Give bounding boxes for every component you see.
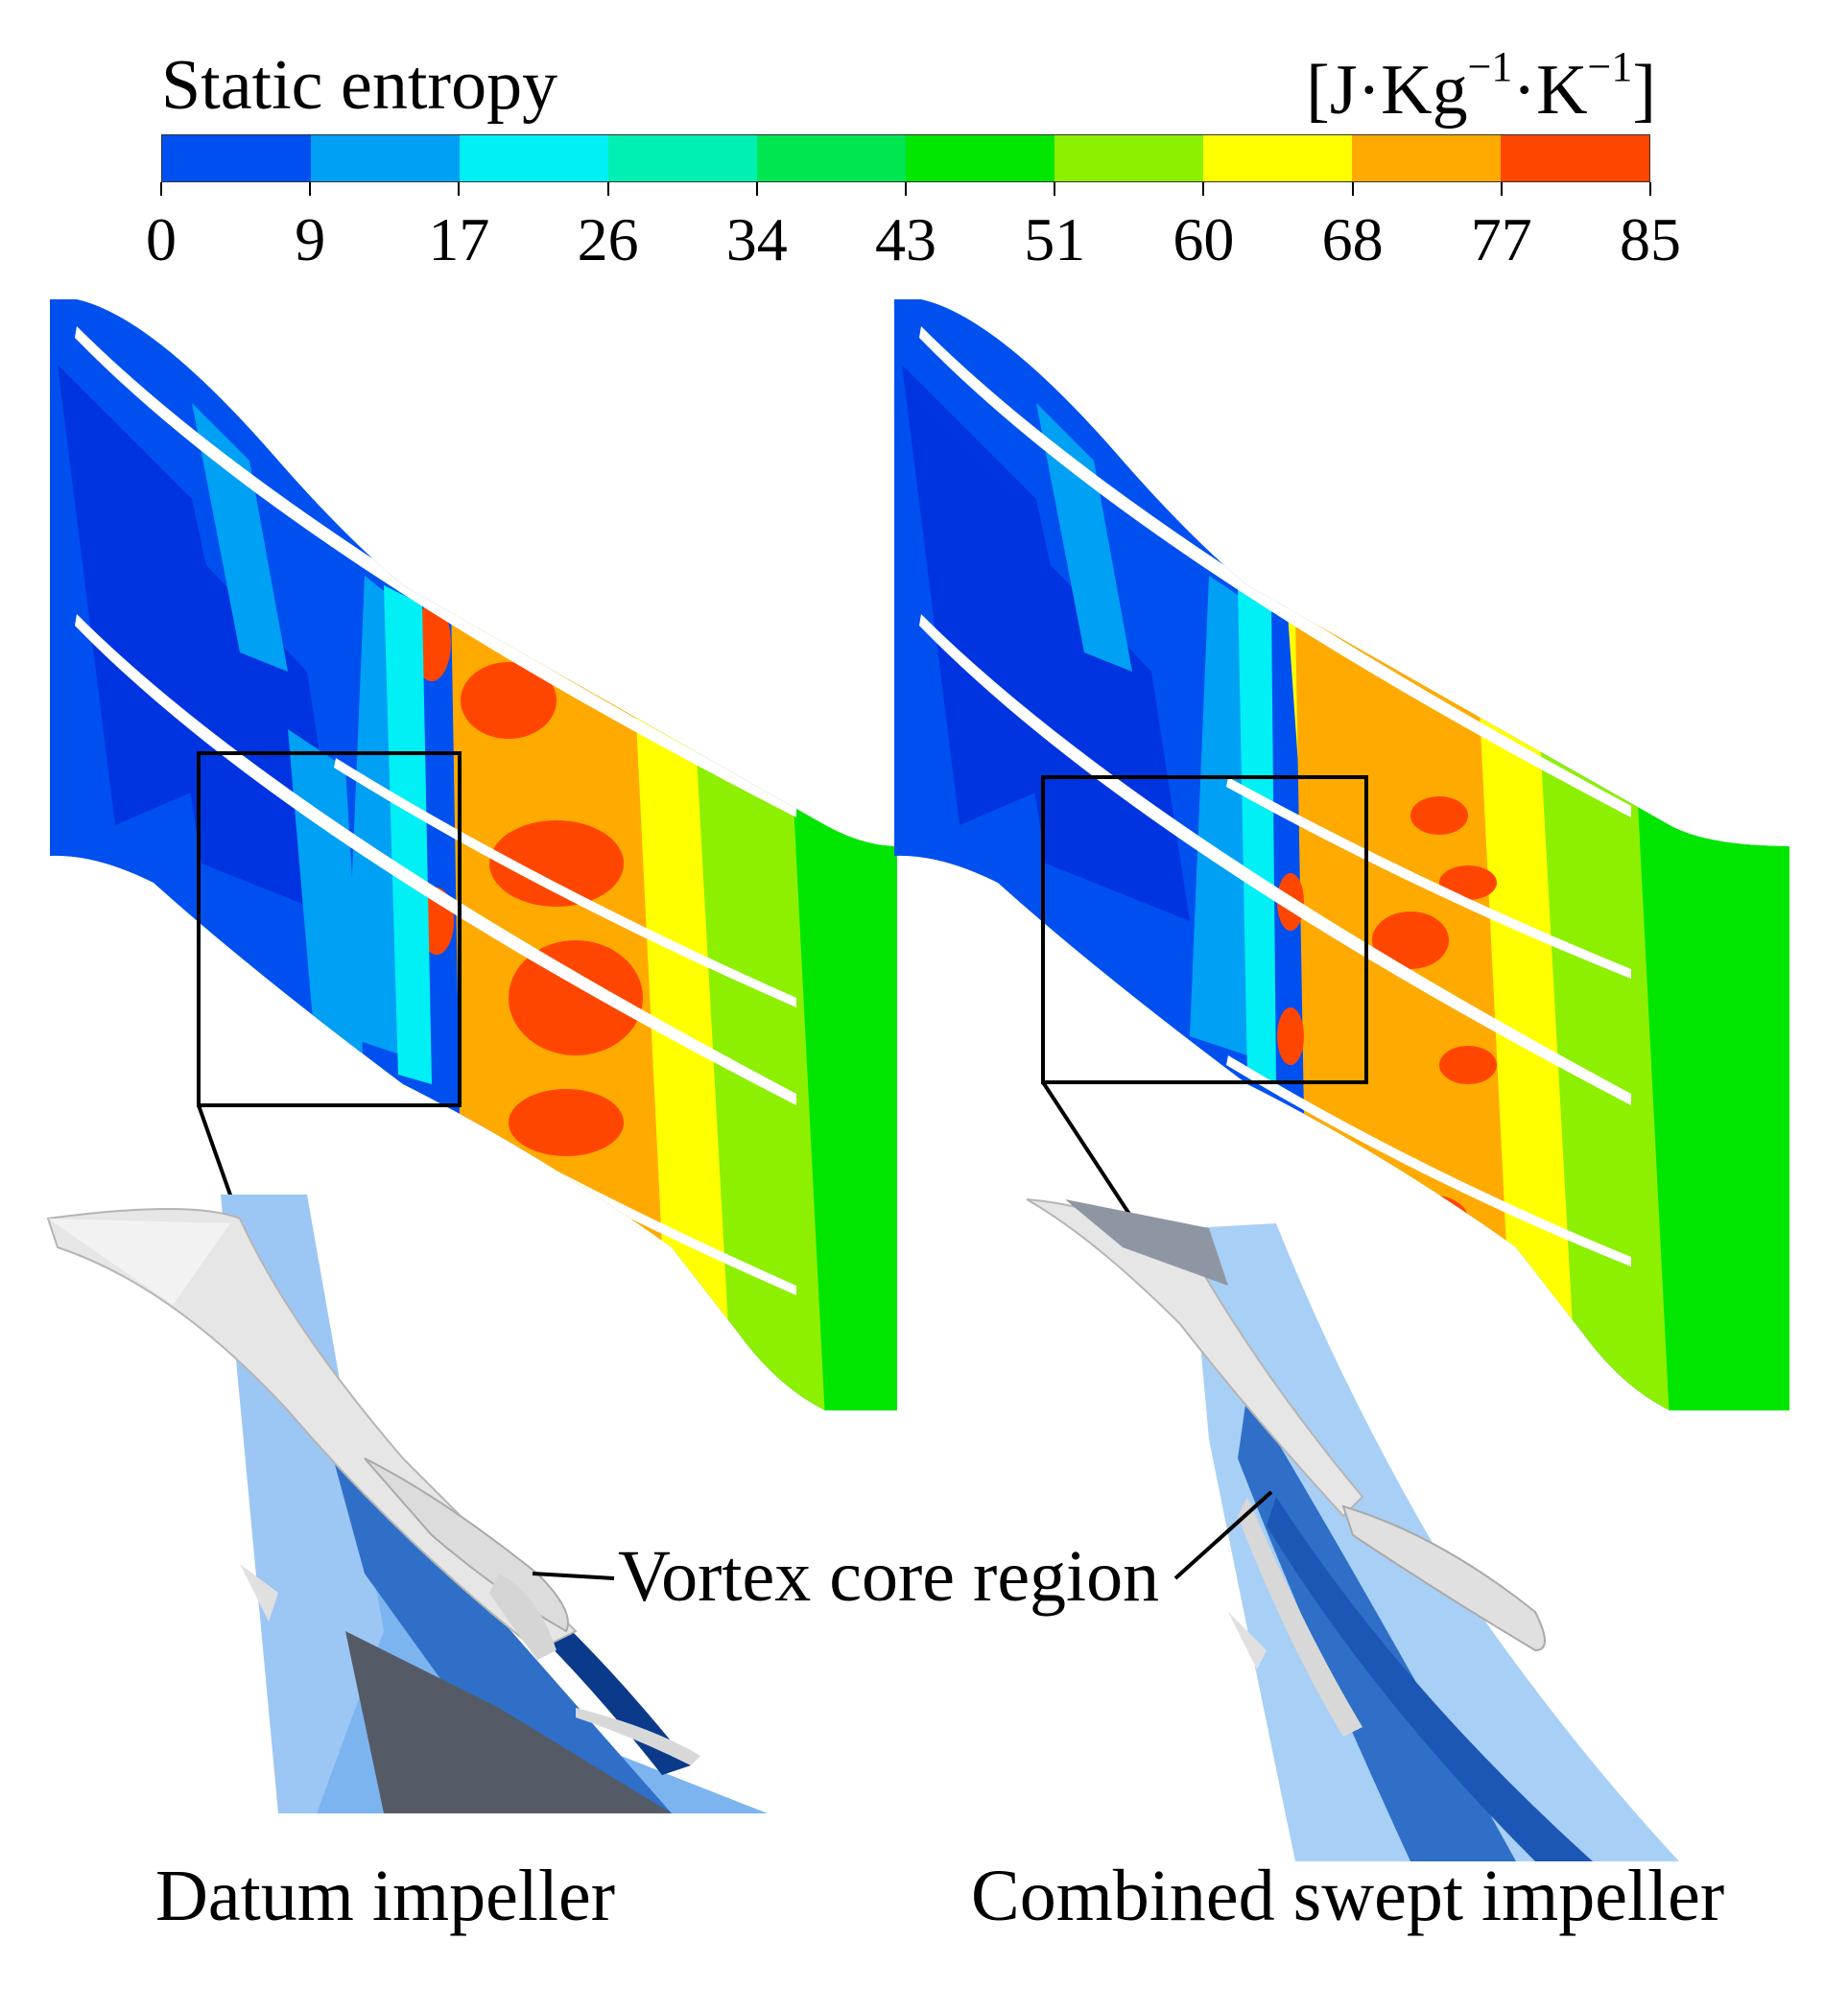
colorbar-segment xyxy=(460,135,608,181)
swept-blades xyxy=(919,326,1631,1267)
colorbar-tick xyxy=(905,182,907,196)
vortex-leader-left xyxy=(532,1572,615,1580)
colorbar-segment xyxy=(757,135,906,181)
swept-inlet-dark-bands xyxy=(902,365,1190,921)
colorbar-tick-label: 85 xyxy=(1620,205,1681,273)
swept-vortex-3d-view xyxy=(1026,1198,1679,1861)
colorbar-tick xyxy=(755,182,758,196)
colorbar-segment xyxy=(906,135,1054,181)
datum-impeller-caption: Datum impeller xyxy=(155,1856,616,1936)
colorbar-tick-label: 60 xyxy=(1173,205,1235,273)
unit-base: [J·Kg xyxy=(1306,51,1468,130)
swept-outlet-green-dark xyxy=(1631,672,1789,1410)
colorbar-tick-label: 51 xyxy=(1024,205,1086,273)
datum-blades xyxy=(75,326,796,1295)
colorbar xyxy=(161,134,1650,182)
colorbar-segment xyxy=(1203,135,1352,181)
unit-mid: ·K xyxy=(1512,51,1588,130)
swept-red-cores xyxy=(1277,796,1497,1243)
colorbar-segment xyxy=(1054,135,1203,181)
unit-exponent-1: −1 xyxy=(1467,43,1513,90)
swept-contour-panel xyxy=(894,299,1789,1410)
colorbar-tick-label: 43 xyxy=(875,205,936,273)
colorbar-tick xyxy=(160,182,162,196)
colorbar-unit: [J·Kg−1·K−1] xyxy=(1306,43,1656,127)
colorbar-tick xyxy=(1649,182,1651,196)
datum-outlet-green-dark xyxy=(787,672,897,1410)
datum-cyan-bands xyxy=(384,585,432,1084)
colorbar-tick xyxy=(309,182,312,196)
colorbar-tick xyxy=(1351,182,1354,196)
colorbar-tick-label: 9 xyxy=(295,205,326,273)
colorbar-tick xyxy=(606,182,609,196)
colorbar-tick-label: 17 xyxy=(428,205,490,273)
colorbar-segment xyxy=(1352,135,1501,181)
colorbar-tick-label: 34 xyxy=(725,205,788,273)
datum-zoom-box xyxy=(197,751,462,1107)
colorbar-tick xyxy=(458,182,461,196)
colorbar-tick xyxy=(1202,182,1205,196)
colorbar-tick-label: 0 xyxy=(146,205,177,273)
colorbar-tick xyxy=(1500,182,1503,196)
colorbar-title: Static entropy xyxy=(161,46,558,125)
colorbar-tick-label: 68 xyxy=(1321,205,1384,273)
swept-cyan-bands xyxy=(1238,585,1276,1084)
vortex-core-label: Vortex core region xyxy=(618,1536,1160,1617)
datum-inlet-dark-bands xyxy=(58,365,345,921)
datum-orange-region xyxy=(451,595,662,1247)
datum-vortex-3d-view xyxy=(46,1195,768,1813)
colorbar-tick xyxy=(1054,182,1056,196)
colorbar-tick-label: 26 xyxy=(577,205,639,273)
colorbar-segment xyxy=(1501,135,1649,181)
unit-exponent-2: −1 xyxy=(1587,43,1633,90)
swept-impeller-caption: Combined swept impeller xyxy=(971,1856,1725,1936)
colorbar-segment xyxy=(608,135,757,181)
colorbar-segment xyxy=(311,135,460,181)
unit-close: ] xyxy=(1632,51,1656,130)
swept-zoom-box xyxy=(1041,775,1368,1084)
colorbar-segment xyxy=(162,135,311,181)
colorbar-tick-label: 77 xyxy=(1470,205,1532,273)
vortex-leader-right xyxy=(1173,1490,1273,1580)
